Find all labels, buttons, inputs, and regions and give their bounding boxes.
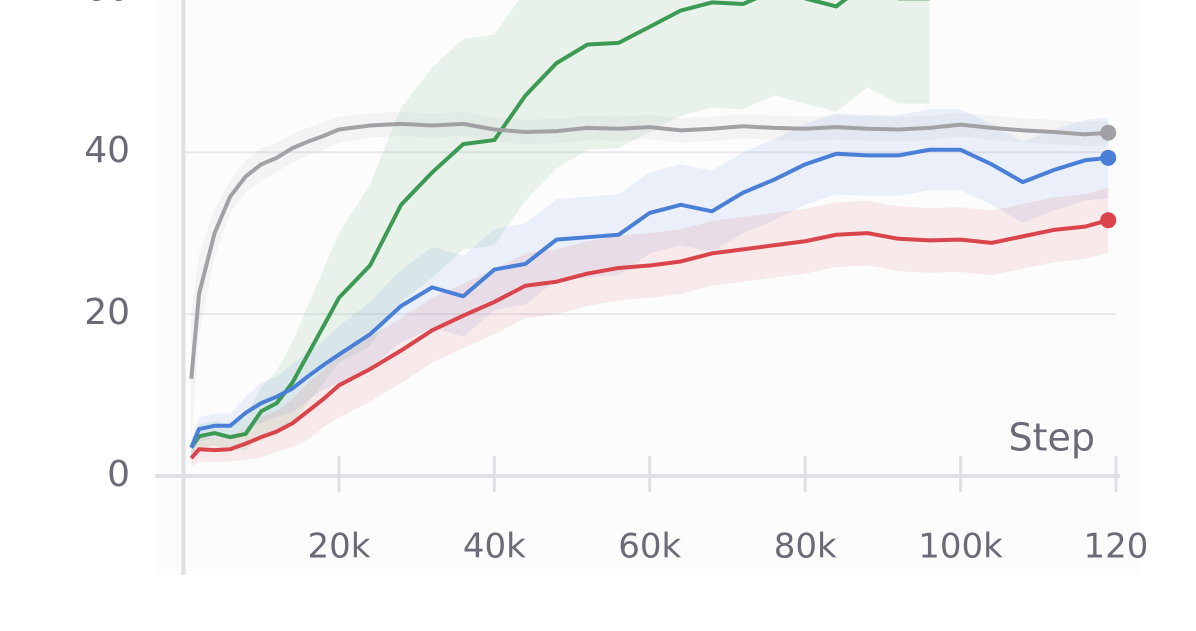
plot-background: [155, 0, 1140, 575]
y-tick-label: 40: [84, 130, 130, 171]
end-marker: [1100, 212, 1117, 229]
end-marker: [1100, 124, 1117, 141]
x-tick-label: 120: [1084, 527, 1149, 567]
series-line: [189, 218, 1109, 460]
x-tick-label: 40k: [463, 527, 526, 567]
series-line: [189, 0, 930, 449]
confidence-band: [191, 111, 1109, 444]
confidence-band: [191, 187, 1109, 467]
grid: [183, 151, 1116, 316]
y-tick-label: 20: [84, 292, 130, 333]
confidence-band: [191, 109, 1109, 456]
x-tick-label: 80k: [774, 527, 837, 567]
axes: 0 20 40 60 20k 40k 60k 80k 100k 120: [84, 0, 1148, 575]
series-line: [189, 121, 1109, 380]
x-tick-label: 100k: [918, 527, 1003, 567]
x-tick-label: 60k: [618, 527, 681, 567]
x-axis-label: Step: [1008, 416, 1095, 460]
y-tick-label: 60: [84, 0, 130, 9]
end-marker: [1100, 149, 1117, 166]
y-tick-label: 0: [107, 454, 130, 495]
series-line: [189, 147, 1109, 449]
plot-area: [189, 0, 1117, 467]
x-tick-label: 20k: [307, 527, 370, 567]
